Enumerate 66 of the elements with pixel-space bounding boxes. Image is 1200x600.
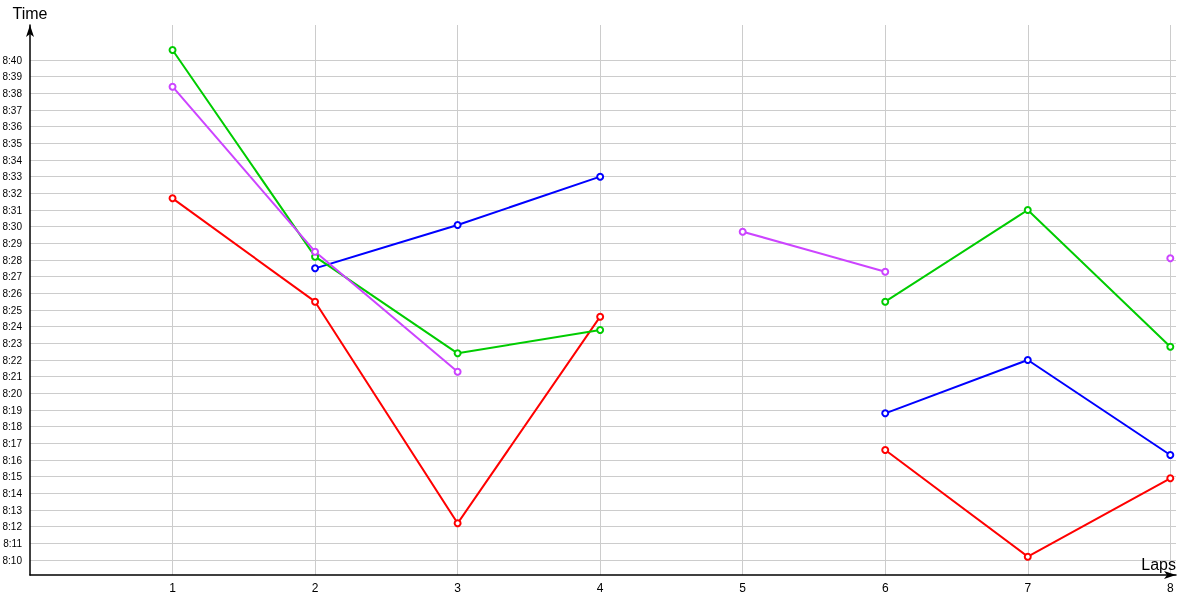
point <box>596 172 605 181</box>
y-tick-label: 8:12 <box>2 521 23 533</box>
point <box>311 264 320 273</box>
y-tick-label: 8:30 <box>2 221 23 233</box>
y-tick-label: 8:38 <box>2 87 23 99</box>
x-tick-label: 5 <box>739 581 747 595</box>
x-tick-label: 3 <box>454 581 462 595</box>
y-tick-label: 8:21 <box>2 371 23 383</box>
point <box>453 221 462 229</box>
y-tick-label: 8:22 <box>2 354 23 366</box>
point <box>1023 356 1032 364</box>
point <box>453 367 462 376</box>
y-tick-label: 8:11 <box>3 537 23 549</box>
y-tick-label: 8:10 <box>2 554 23 566</box>
y-tick-label: 8:13 <box>2 504 23 516</box>
point <box>1166 254 1175 263</box>
point <box>311 297 320 306</box>
y-tick-label: 8:16 <box>2 454 23 466</box>
x-tick-label: 7 <box>1024 581 1032 595</box>
point <box>168 194 177 203</box>
y-tick-label: 8:18 <box>2 421 23 433</box>
point <box>881 409 890 418</box>
y-tick-label: 8:25 <box>2 304 23 316</box>
y-tick-label: 8:19 <box>2 404 23 416</box>
y-tick-label: 8:23 <box>2 337 23 349</box>
point <box>881 446 890 454</box>
point <box>1166 474 1175 483</box>
point <box>453 349 462 358</box>
point <box>168 82 177 91</box>
point <box>596 312 605 321</box>
x-tick-label: 6 <box>881 581 889 595</box>
point <box>881 297 890 306</box>
point <box>311 247 320 256</box>
y-tick-label: 8:34 <box>2 154 23 166</box>
y-tick-label: 8:17 <box>2 437 23 449</box>
point <box>168 46 177 54</box>
point <box>453 519 462 528</box>
x-tick-label: 2 <box>311 581 319 595</box>
x-tick-label: 4 <box>596 581 604 595</box>
y-tick-label: 8:29 <box>2 237 23 249</box>
y-tick-label: 8:32 <box>2 187 23 199</box>
point <box>881 267 890 276</box>
y-tick-label: 8:24 <box>2 321 23 333</box>
y-tick-label: 8:28 <box>2 254 23 266</box>
y-tick-label: 8:31 <box>2 204 23 216</box>
y-tick-label: 8:27 <box>2 271 23 283</box>
point <box>596 326 605 334</box>
y-tick-label: 8:26 <box>2 287 23 299</box>
y-tick-label: 8:36 <box>2 121 23 133</box>
y-tick-label: 8:15 <box>2 471 23 483</box>
y-tick-label: 8:20 <box>2 387 23 399</box>
y-tick-label: 8:33 <box>2 171 23 183</box>
x-axis-title: Laps <box>1141 555 1176 573</box>
y-tick-label: 8:37 <box>2 104 23 116</box>
point <box>738 227 747 236</box>
point <box>1023 552 1032 561</box>
y-tick-label: 8:35 <box>2 137 23 149</box>
y-tick-label: 8:14 <box>2 487 23 499</box>
point <box>1166 451 1175 459</box>
point <box>1023 206 1032 214</box>
y-tick-label: 8:39 <box>2 71 23 83</box>
point <box>1166 342 1175 351</box>
y-axis-title: Time <box>12 4 48 22</box>
x-tick-label: 1 <box>169 581 177 595</box>
y-tick-label: 8:40 <box>2 54 23 66</box>
x-tick-label: 8 <box>1166 581 1174 595</box>
